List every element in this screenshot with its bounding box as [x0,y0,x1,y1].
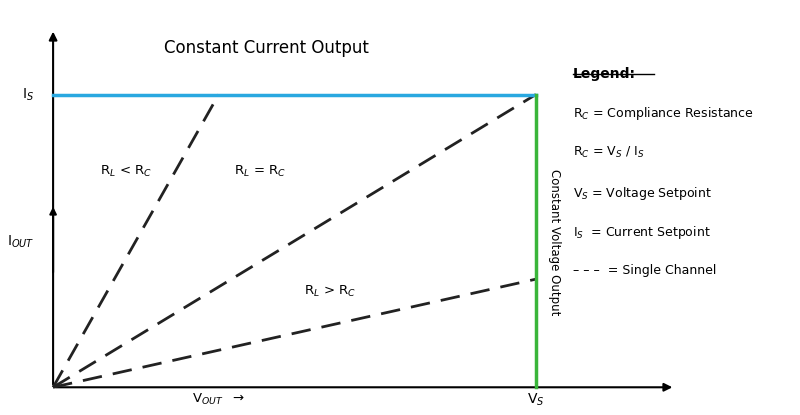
Text: Constant Current Output: Constant Current Output [164,39,369,57]
Text: R$_L$ = R$_C$: R$_L$ = R$_C$ [234,164,286,179]
Text: Constant Voltage Output: Constant Voltage Output [547,169,561,315]
Text: R$_L$ < R$_C$: R$_L$ < R$_C$ [99,164,152,179]
Text: V$_{OUT}$  $\rightarrow$: V$_{OUT}$ $\rightarrow$ [192,392,245,407]
Text: R$_C$ = V$_S$ / I$_S$: R$_C$ = V$_S$ / I$_S$ [573,145,645,160]
Text: I$_S$  = Current Setpoint: I$_S$ = Current Setpoint [573,225,710,242]
Text: R$_C$ = Compliance Resistance: R$_C$ = Compliance Resistance [573,105,754,122]
Text: Legend:: Legend: [573,67,636,81]
Text: I$_{OUT}$: I$_{OUT}$ [7,234,34,251]
Text: – – –  = Single Channel: – – – = Single Channel [573,264,717,277]
Text: V$_S$: V$_S$ [527,391,545,408]
Text: I$_S$: I$_S$ [22,86,34,103]
Text: V$_S$ = Voltage Setpoint: V$_S$ = Voltage Setpoint [573,185,712,202]
Text: R$_L$ > R$_C$: R$_L$ > R$_C$ [304,284,356,299]
